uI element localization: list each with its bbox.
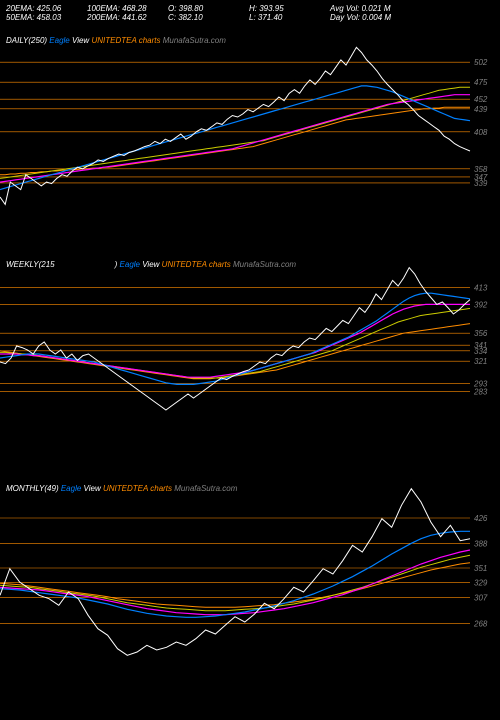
axis-label: 334 [474, 347, 488, 356]
series-line [0, 324, 470, 379]
chart-title: MONTHLY(49) Eagle View UNITEDTEA charts … [6, 484, 237, 493]
chart-svg: 502475452439408358347339 [0, 34, 500, 234]
axis-label: 351 [474, 564, 487, 573]
info-item [411, 4, 492, 13]
axis-label: 475 [474, 78, 488, 87]
axis-label: 426 [474, 514, 488, 523]
info-item: C: 382.10 [168, 13, 249, 22]
series-line [0, 87, 470, 178]
axis-label: 452 [474, 95, 488, 104]
info-item [411, 13, 492, 22]
series-line [0, 107, 470, 174]
info-item: 200EMA: 441.62 [87, 13, 168, 22]
axis-label: 307 [474, 593, 488, 602]
series-line [0, 489, 470, 656]
info-item: 20EMA: 425.06 [6, 4, 87, 13]
info-item: Avg Vol: 0.021 M [330, 4, 411, 13]
series-line [0, 550, 470, 615]
axis-label: 321 [474, 357, 487, 366]
info-item: O: 398.80 [168, 4, 249, 13]
chart-panel: DAILY(250) Eagle View UNITEDTEA charts M… [0, 34, 500, 234]
axis-label: 502 [474, 58, 488, 67]
axis-label: 329 [474, 579, 488, 588]
chart-svg: 426 388 351 329 307 268 [0, 482, 500, 682]
series-line [0, 268, 470, 410]
series-line [0, 304, 470, 377]
chart-panel: WEEKLY(215) Eagle View UNITEDTEA charts … [0, 258, 500, 458]
chart-svg: 413392356341334321293283 [0, 258, 500, 458]
axis-label: 408 [474, 128, 488, 137]
series-line [0, 308, 470, 378]
axis-label: 413 [474, 284, 488, 293]
info-item: L: 371.40 [249, 13, 330, 22]
info-item: 50EMA: 458.03 [6, 13, 87, 22]
axis-label: 283 [473, 388, 488, 397]
axis-label: 439 [474, 105, 488, 114]
chart-title: DAILY(250) Eagle View UNITEDTEA charts M… [6, 36, 226, 45]
series-line [0, 563, 470, 608]
axis-label: 268 [473, 619, 488, 628]
axis-label: 339 [474, 179, 488, 188]
info-item: H: 393.95 [249, 4, 330, 13]
info-item: 100EMA: 468.28 [87, 4, 168, 13]
chart-title: WEEKLY(215) Eagle View UNITEDTEA charts … [6, 260, 296, 269]
series-line [0, 293, 470, 384]
chart-panel: MONTHLY(49) Eagle View UNITEDTEA charts … [0, 482, 500, 682]
series-line [0, 555, 470, 610]
axis-label: 388 [474, 539, 488, 548]
header-info: 20EMA: 425.06100EMA: 468.28O: 398.80H: 3… [0, 0, 500, 24]
info-item: Day Vol: 0.004 M [330, 13, 411, 22]
series-line [0, 47, 470, 204]
axis-label: 356 [474, 329, 488, 338]
axis-label: 392 [474, 300, 488, 309]
